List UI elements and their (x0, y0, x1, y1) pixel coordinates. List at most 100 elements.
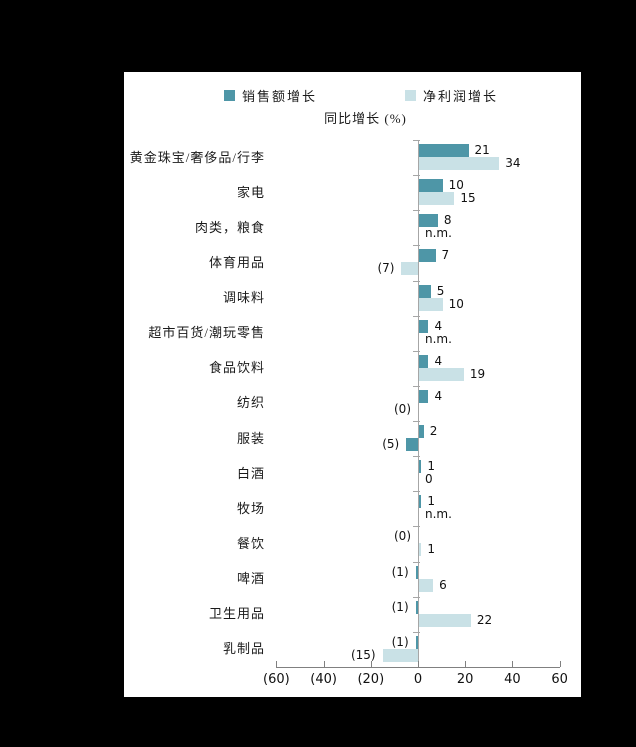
value-label: n.m. (425, 226, 452, 241)
bar-profit (419, 157, 500, 170)
category-axis-tick (413, 315, 420, 317)
bar-profit (406, 438, 418, 452)
value-label: 1 (427, 542, 435, 557)
bar-sales (419, 319, 429, 333)
category-label: 调味料 (222, 290, 265, 306)
legend-label-sales: 销售额增长 (242, 89, 318, 104)
value-label: (0) (394, 529, 411, 544)
x-axis-line (276, 666, 560, 668)
category-label: 卫生用品 (208, 606, 265, 622)
category-label: 牧场 (236, 500, 265, 516)
x-tick-label: 40 (504, 671, 521, 687)
x-axis-tick (370, 660, 372, 667)
value-label: (7) (377, 261, 395, 276)
category-axis-tick (413, 631, 420, 633)
category-label: 乳制品 (222, 641, 265, 657)
bar-sales (419, 214, 438, 228)
category-label: 服装 (236, 430, 265, 446)
x-axis-tick (512, 660, 514, 667)
category-label: 体育用品 (208, 254, 265, 270)
category-axis-tick (413, 350, 420, 352)
value-label: 0 (425, 472, 433, 487)
value-label: 21 (474, 143, 490, 157)
value-label: 19 (469, 366, 486, 381)
x-axis-tick (418, 660, 419, 667)
value-label: 10 (448, 178, 464, 193)
value-label: 4 (434, 318, 443, 333)
value-label: 1 (427, 459, 435, 474)
bar-profit (419, 297, 443, 311)
legend-item-sales: 销售额增长 (224, 86, 317, 105)
value-label: (1) (391, 564, 409, 579)
category-label: 啤酒 (236, 571, 265, 587)
value-label: 8 (443, 213, 452, 228)
plot-area: 黄金珠宝/奢侈品/行李 21 34 家电 10 15 肉类，粮食 8 n.m. 体育用品 7 (7) 调… (124, 72, 581, 697)
bar-sales (419, 144, 469, 157)
bar-sales (419, 460, 422, 474)
bar-profit (382, 648, 418, 662)
value-label: 6 (439, 577, 447, 592)
value-label: (5) (382, 437, 400, 452)
y-axis-line (418, 140, 419, 667)
category-axis-tick (413, 491, 420, 493)
category-axis-tick (413, 421, 420, 423)
category-axis-tick (413, 245, 420, 247)
category-label: 超市百货/潮玩零售 (148, 325, 265, 341)
bar-profit (419, 543, 422, 557)
bar-profit (419, 578, 434, 592)
category-axis-tick (413, 280, 420, 282)
value-label: 4 (434, 353, 443, 368)
x-axis-tick (323, 660, 325, 667)
category-label: 肉类，粮食 (194, 219, 265, 235)
bar-profit (401, 262, 418, 276)
bar-sales (415, 635, 418, 649)
chart-title: 同比增长 (%) (324, 111, 407, 126)
bar-sales (419, 249, 436, 263)
bar-sales (419, 284, 431, 298)
bar-profit (419, 192, 455, 206)
x-tick-label: 20 (456, 671, 474, 687)
category-axis-tick (413, 596, 420, 598)
legend-label-profit: 净利润增长 (423, 89, 499, 104)
category-axis-tick (413, 526, 420, 528)
category-label: 黄金珠宝/奢侈品/行李 (129, 149, 265, 165)
x-tick-label: (20) (357, 671, 385, 687)
value-label: n.m. (425, 331, 452, 346)
bar-sales (415, 565, 418, 579)
bar-sales (419, 495, 422, 509)
x-axis-tick (465, 660, 467, 667)
bar-profit (419, 613, 471, 627)
bar-sales (419, 389, 429, 403)
value-label: 5 (436, 283, 445, 298)
category-label: 餐饮 (236, 535, 265, 551)
value-label: (0) (394, 401, 411, 416)
value-label: 7 (441, 248, 450, 263)
x-axis-tick (276, 660, 278, 667)
category-label: 食品饮料 (208, 360, 265, 376)
bar-profit (419, 367, 464, 381)
x-tick-label: 60 (551, 671, 568, 687)
value-label: 22 (476, 612, 493, 627)
x-tick-label: (40) (310, 671, 337, 687)
value-label: 15 (460, 191, 476, 206)
value-label: 1 (427, 494, 435, 509)
x-axis-tick (559, 660, 561, 667)
category-label: 白酒 (236, 465, 265, 481)
category-axis-tick (413, 140, 420, 141)
x-tick-label: (60) (263, 671, 290, 687)
category-axis-tick (413, 561, 420, 563)
value-label: n.m. (425, 507, 452, 522)
bar-sales (415, 600, 418, 614)
category-label: 纺织 (236, 395, 265, 411)
legend-swatch-profit (405, 90, 416, 101)
value-label: 34 (505, 156, 521, 170)
legend-item-profit: 净利润增长 (405, 86, 498, 105)
value-label: 2 (429, 424, 438, 439)
category-axis-tick (413, 456, 420, 458)
bar-sales (419, 354, 429, 368)
bar-sales (419, 425, 424, 439)
value-label: 4 (434, 388, 443, 403)
value-label: (15) (350, 647, 376, 662)
category-axis-tick (413, 175, 420, 177)
